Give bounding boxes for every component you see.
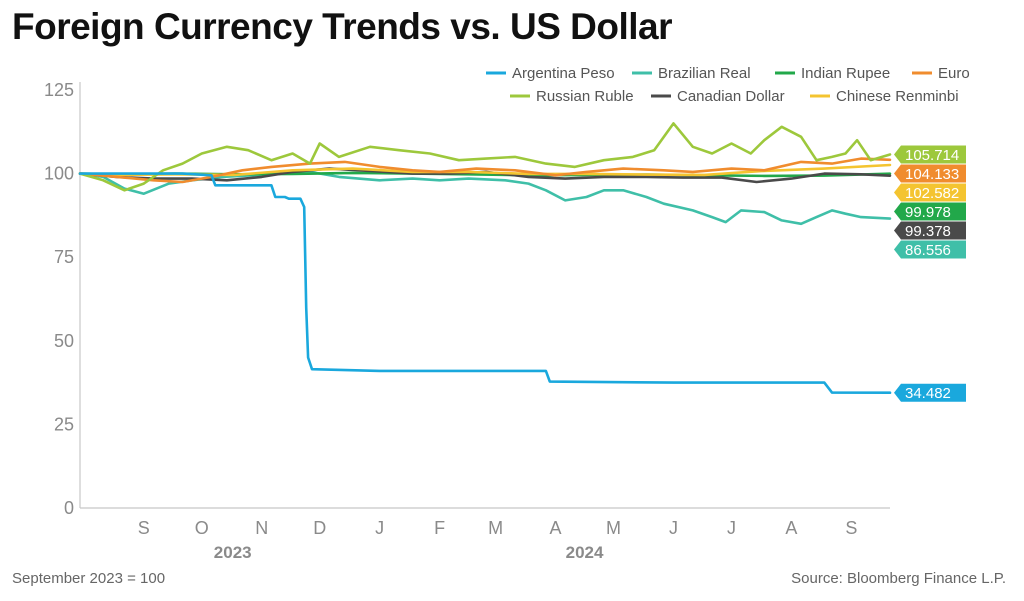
end-label-tag <box>894 164 966 183</box>
end-label-value: 34.482 <box>905 385 951 402</box>
y-tick-label: 50 <box>54 331 74 351</box>
y-tick-label: 100 <box>44 164 74 184</box>
legend-label: Indian Rupee <box>801 65 890 82</box>
end-label-tag <box>894 145 966 164</box>
x-month-label: M <box>488 518 503 538</box>
legend-label: Canadian Dollar <box>677 88 785 105</box>
chart-title: Foreign Currency Trends vs. US Dollar <box>12 6 673 47</box>
end-label-value: 99.378 <box>905 223 951 240</box>
x-month-label: A <box>785 518 797 538</box>
x-month-label: N <box>255 518 268 538</box>
x-month-label: S <box>845 518 857 538</box>
y-tick-label: 125 <box>44 80 74 100</box>
series-line-argentina-peso <box>78 172 892 394</box>
end-label-tag <box>894 240 966 259</box>
axes: 0 25 50 75 100 125 S O N D J F M A M J J A S 2023 2024 <box>44 80 890 562</box>
end-label-value: 99.978 <box>905 204 951 221</box>
x-month-label: O <box>195 518 209 538</box>
y-tick-label: 0 <box>64 498 74 518</box>
x-month-label: D <box>313 518 326 538</box>
legend: Argentina Peso Brazilian Real Indian Rupee… <box>486 65 970 105</box>
end-label-value: 104.133 <box>905 166 959 183</box>
x-month-label: J <box>727 518 736 538</box>
x-year-label: 2024 <box>566 543 604 562</box>
source-note: Source: Bloomberg Finance L.P. <box>791 570 1006 587</box>
legend-label: Brazilian Real <box>658 65 751 82</box>
x-month-label: J <box>375 518 384 538</box>
legend-label: Argentina Peso <box>512 65 615 82</box>
y-tick-label: 25 <box>54 414 74 434</box>
x-month-label: J <box>669 518 678 538</box>
end-label-tag <box>894 383 966 402</box>
end-label-tag <box>894 183 966 202</box>
series-lines <box>78 122 892 394</box>
end-label-value: 102.582 <box>905 185 959 202</box>
end-label-tag <box>894 221 966 240</box>
series-line-brazilian-real <box>78 170 892 226</box>
x-month-label: F <box>434 518 445 538</box>
legend-label: Russian Ruble <box>536 88 634 105</box>
end-label-value: 86.556 <box>905 242 951 259</box>
legend-label: Chinese Renminbi <box>836 88 959 105</box>
x-month-label: A <box>550 518 562 538</box>
series-line-russian-ruble <box>78 122 892 192</box>
x-month-label: S <box>138 518 150 538</box>
end-label-value: 105.714 <box>905 147 959 164</box>
legend-label: Euro <box>938 65 970 82</box>
x-month-label: M <box>606 518 621 538</box>
end-label-tag <box>894 202 966 221</box>
base-note: September 2023 = 100 <box>12 570 166 587</box>
end-value-labels: 105.714 104.133 102.582 99.978 99.378 86.556 3… <box>894 145 966 402</box>
y-tick-label: 75 <box>54 247 74 267</box>
x-year-label: 2023 <box>214 543 252 562</box>
